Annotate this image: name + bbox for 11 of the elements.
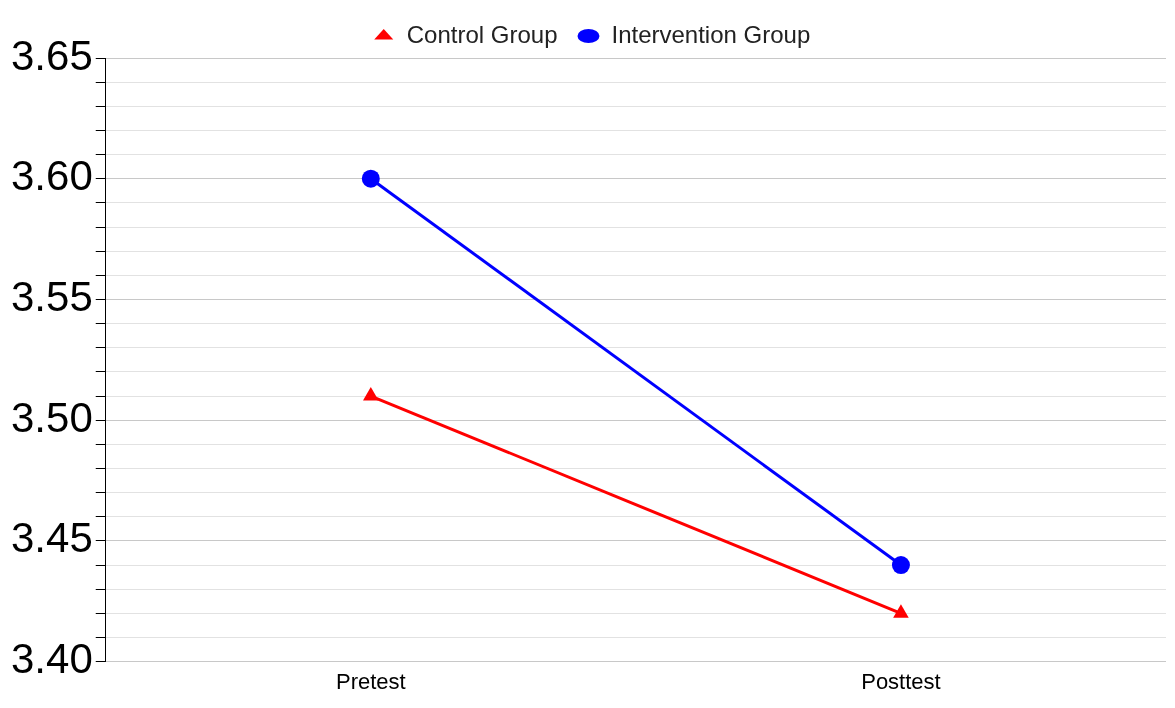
y-tick-label: 3.60 [10,152,93,200]
x-tick-label: Posttest [861,668,941,694]
y-tick-label: 3.65 [10,31,93,79]
y-tick-label: 3.50 [10,393,93,441]
legend-label: Control Group [406,20,558,48]
point [361,169,380,188]
legend-label: Intervention Group [611,20,811,48]
y-tick-label: 3.55 [10,273,93,321]
x-tick-label: Pretest [335,668,406,694]
y-tick-label: 3.40 [10,635,93,683]
y-tick-label: 3.45 [10,514,93,562]
